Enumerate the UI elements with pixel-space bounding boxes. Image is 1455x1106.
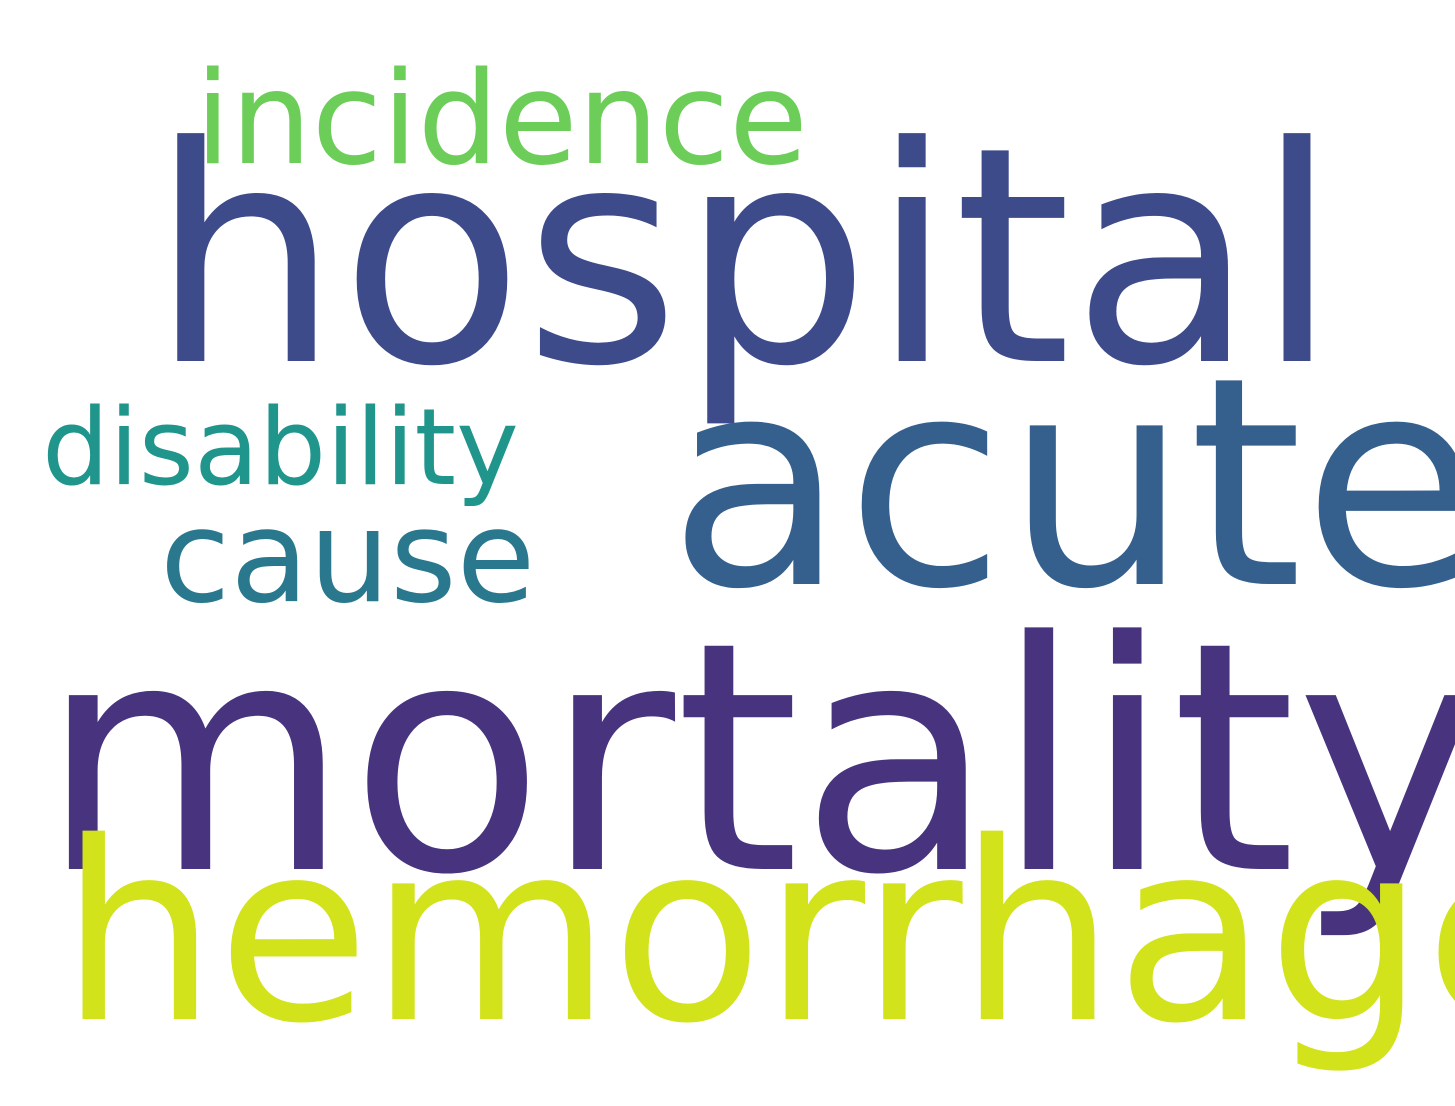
word-mortality: mortality xyxy=(40,574,1455,944)
word-incidence: incidence xyxy=(195,45,808,194)
word-acute: acute xyxy=(668,316,1455,653)
word-hospital: hospital xyxy=(150,83,1339,432)
word-hemorrhage: hemorrhage xyxy=(60,790,1455,1078)
word-cause: cause xyxy=(160,483,536,632)
word-disability: disability xyxy=(42,386,519,509)
